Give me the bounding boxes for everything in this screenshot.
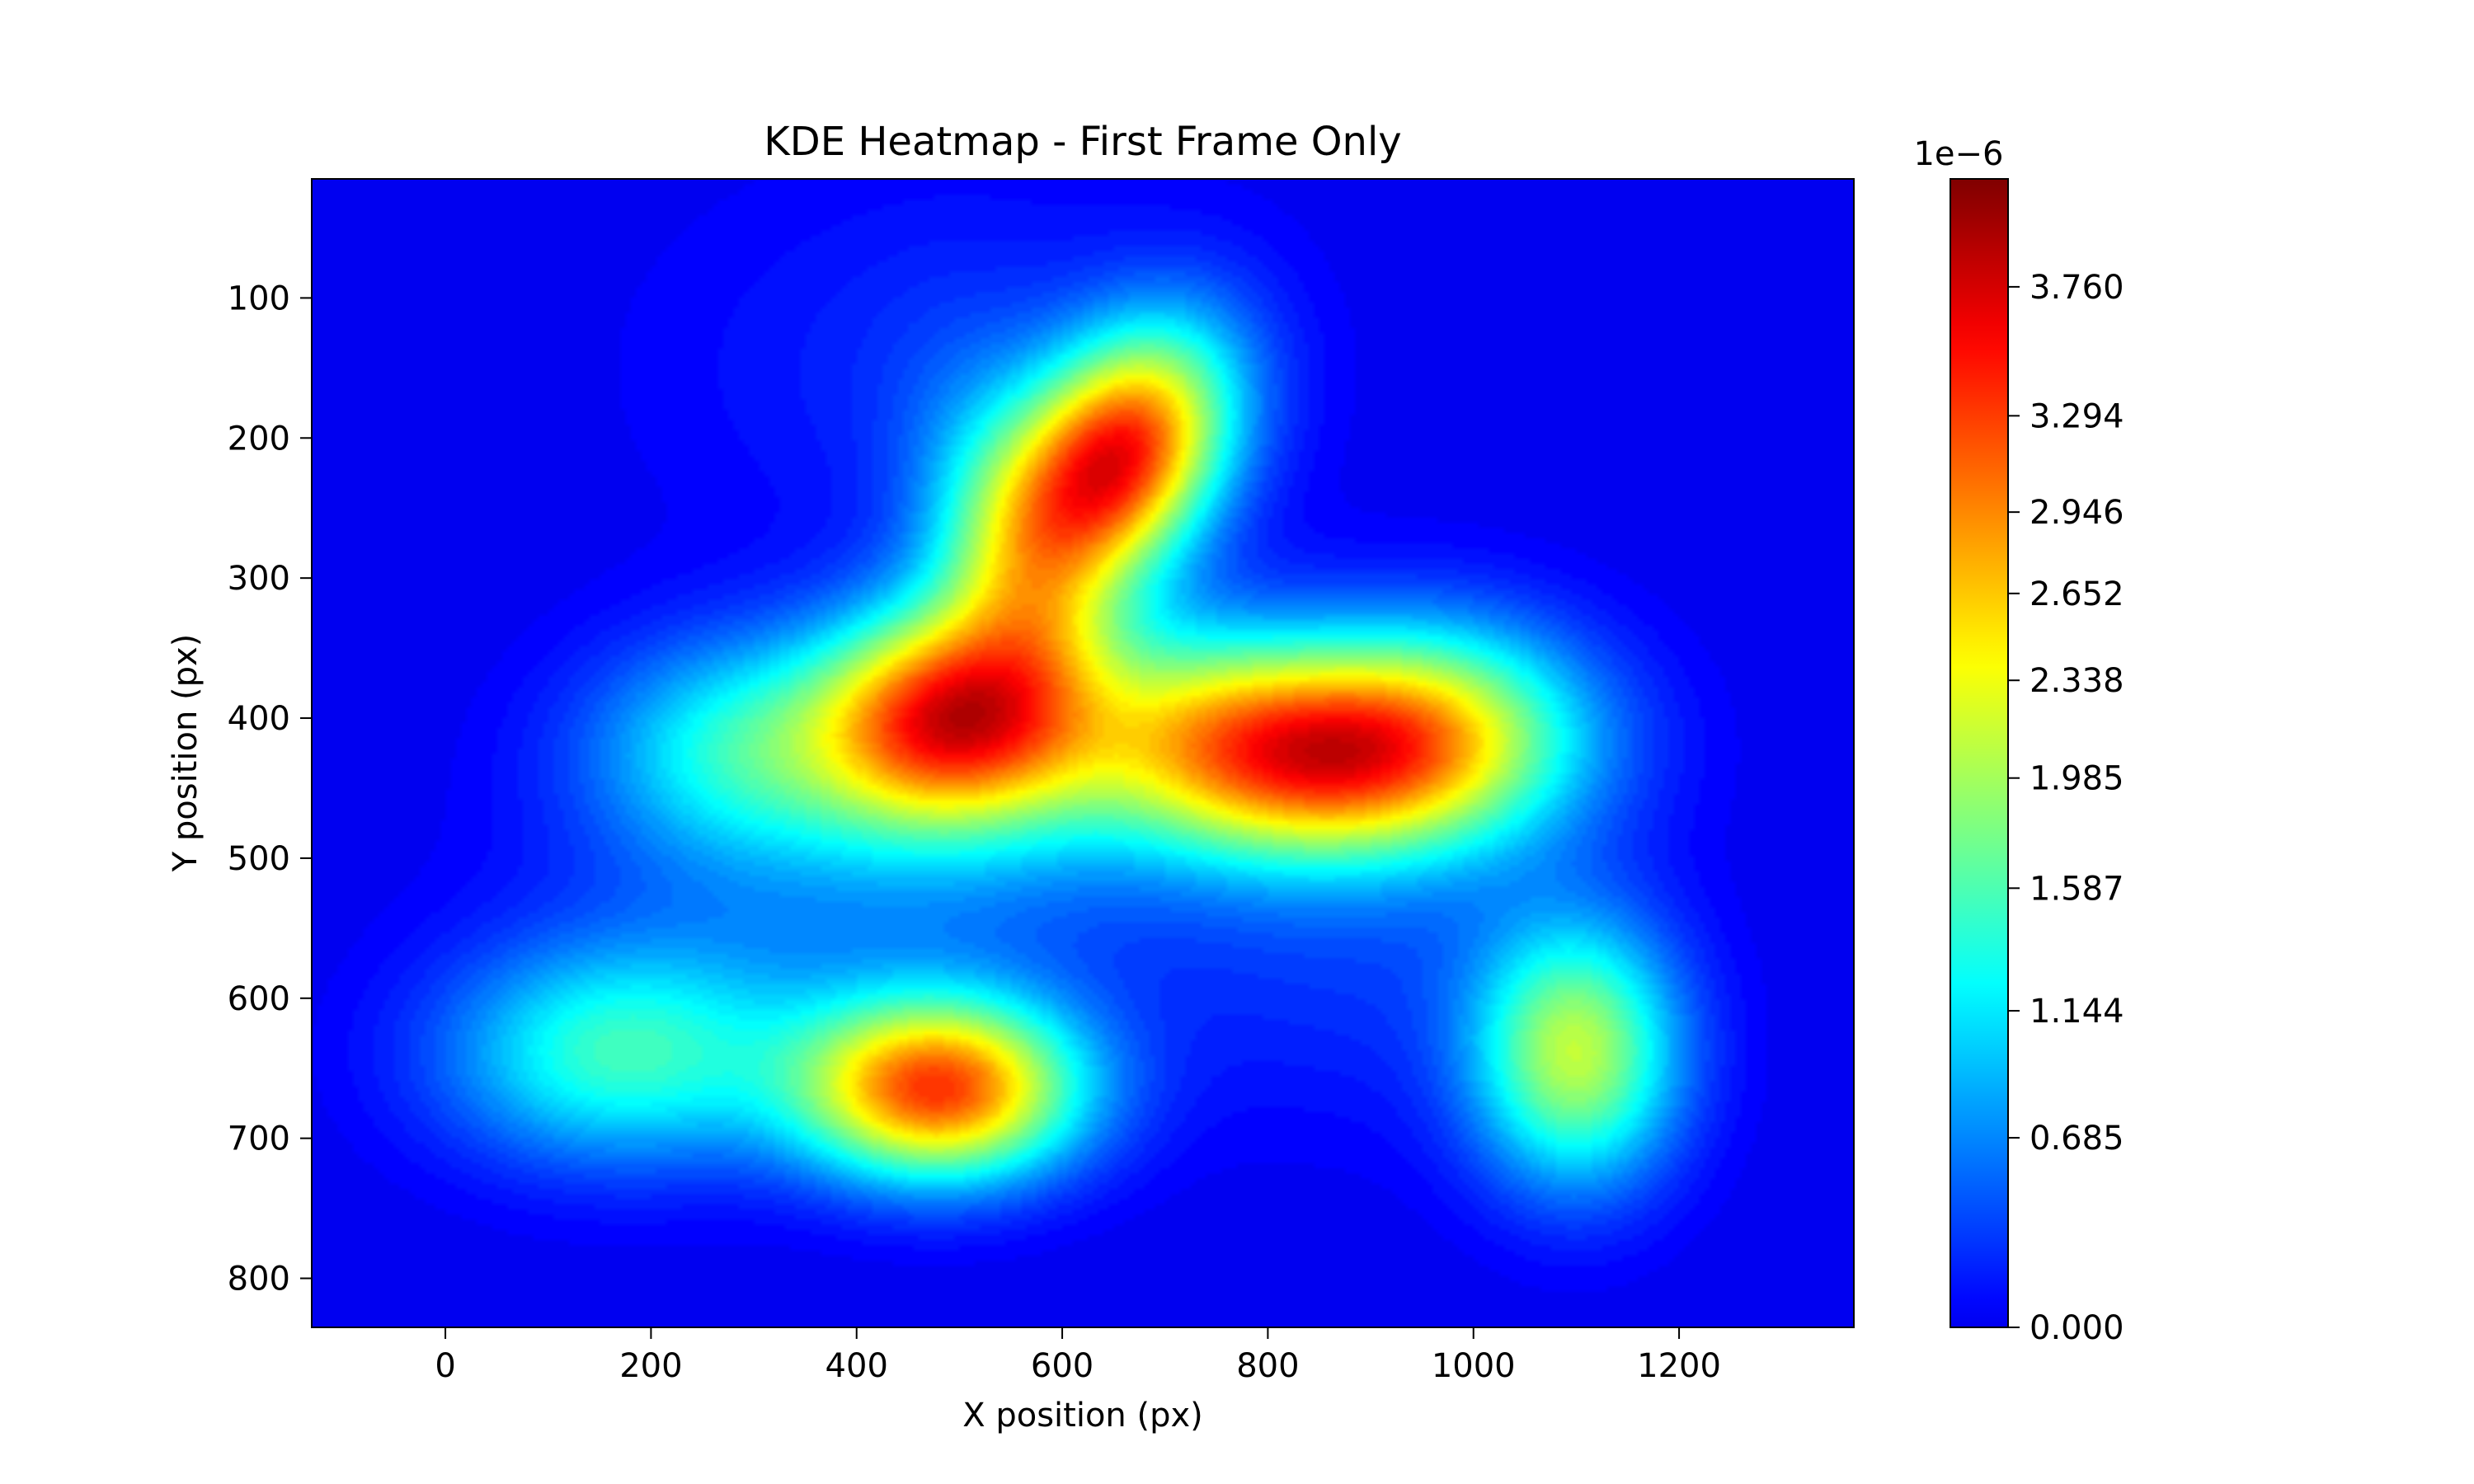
colorbar-fill xyxy=(1950,179,2008,1327)
x-tick-label: 800 xyxy=(1236,1347,1299,1385)
colorbar-tick-label: 2.652 xyxy=(2030,575,2124,613)
colorbar-tick-label: 1.985 xyxy=(2030,760,2124,798)
colorbar-tick-label: 3.294 xyxy=(2030,397,2124,435)
y-axis: 100 200 300 400 500 600 700 800 xyxy=(228,279,312,1298)
x-axis-label: X position (px) xyxy=(962,1397,1203,1435)
y-tick-label: 400 xyxy=(228,700,290,738)
density-field xyxy=(312,179,1854,1327)
colorbar-tick-label: 2.338 xyxy=(2030,662,2124,700)
colorbar-tick-label: 1.587 xyxy=(2030,870,2124,908)
colorbar-offset-label: 1e−6 xyxy=(1913,135,2003,173)
colorbar-tick-label: 2.946 xyxy=(2030,494,2124,532)
plot-frame xyxy=(311,178,1855,1328)
y-tick-label: 300 xyxy=(228,560,290,598)
colorbar-tick-label: 0.685 xyxy=(2030,1120,2124,1158)
colorbar-tick-label: 1.144 xyxy=(2030,993,2124,1031)
x-tick-label: 200 xyxy=(619,1347,682,1385)
colorbar-ticks: 0.000 0.685 1.144 1.587 1.985 2.338 2.652 2.946… xyxy=(2008,269,2124,1347)
colorbar: 1e−6 0.000 0.685 1.144 1.587 1.985 2.338 2.652… xyxy=(1913,135,2124,1347)
y-tick-label: 200 xyxy=(228,420,290,458)
x-tick-label: 1200 xyxy=(1637,1347,1721,1385)
y-axis-label: Y position (px) xyxy=(167,634,205,873)
y-tick-label: 100 xyxy=(228,279,290,317)
y-tick-label: 700 xyxy=(228,1120,290,1158)
colorbar-tick-label: 3.760 xyxy=(2030,269,2124,307)
colorbar-frame xyxy=(1950,178,2009,1328)
plot-area xyxy=(311,178,1855,1328)
x-tick-label: 600 xyxy=(1031,1347,1094,1385)
y-tick-label: 500 xyxy=(228,840,290,878)
colorbar-tick-label: 0.000 xyxy=(2030,1309,2124,1347)
x-tick-label: 0 xyxy=(435,1347,455,1385)
x-axis: 0 200 400 600 800 1000 1200 xyxy=(435,1327,1721,1385)
x-tick-label: 400 xyxy=(825,1347,888,1385)
x-tick-label: 1000 xyxy=(1432,1347,1516,1385)
y-tick-label: 600 xyxy=(228,980,290,1018)
y-tick-label: 800 xyxy=(228,1261,290,1298)
chart-title: KDE Heatmap - First Frame Only xyxy=(764,119,1401,165)
